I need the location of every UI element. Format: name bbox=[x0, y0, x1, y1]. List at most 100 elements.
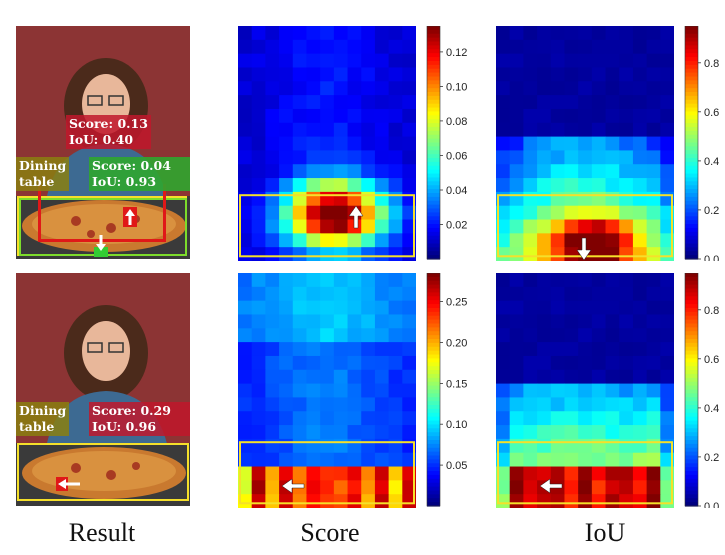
heatmap-cell bbox=[320, 26, 335, 41]
heatmap-cell bbox=[333, 205, 349, 221]
heatmap-cell bbox=[632, 355, 648, 371]
colorbar-step bbox=[685, 331, 698, 336]
table-class-tag-row2: Dining table bbox=[16, 402, 70, 436]
heatmap-cell bbox=[333, 466, 349, 481]
heatmap-cell bbox=[550, 26, 565, 41]
colorbar-step bbox=[427, 60, 440, 66]
heatmap-cell bbox=[388, 300, 403, 315]
heatmap-cell bbox=[361, 247, 376, 261]
heatmap-cell bbox=[347, 122, 362, 138]
colorbar-step bbox=[685, 154, 698, 159]
colorbar-step bbox=[427, 68, 440, 74]
colorbar-step bbox=[427, 45, 440, 50]
heatmap-cell bbox=[509, 314, 524, 329]
colorbar-step bbox=[427, 358, 440, 363]
iou-heatmap-row1 bbox=[496, 26, 674, 261]
heatmap-cell bbox=[361, 273, 376, 288]
heatmap-cell bbox=[306, 300, 321, 315]
heatmap-cell bbox=[251, 397, 266, 412]
heatmap-cell bbox=[265, 108, 280, 124]
heatmap-cell bbox=[509, 286, 524, 302]
heatmap-cell bbox=[388, 81, 403, 96]
colorbar-step bbox=[427, 463, 440, 468]
heatmap-cell bbox=[333, 67, 349, 82]
heatmap-cell bbox=[632, 314, 648, 329]
heatmap-cell bbox=[605, 95, 620, 110]
heatmap-cell bbox=[564, 480, 579, 495]
heatmap-cell bbox=[523, 300, 538, 315]
heatmap-cell bbox=[265, 383, 280, 398]
heatmap-cell bbox=[537, 122, 552, 138]
heatmap-cell bbox=[550, 369, 565, 385]
colorbar-step bbox=[685, 45, 698, 50]
heatmap-cell bbox=[523, 425, 538, 440]
heatmap-cell bbox=[550, 53, 565, 68]
heatmap-cell bbox=[251, 81, 266, 96]
heatmap-cell bbox=[361, 369, 376, 385]
heatmap-cell bbox=[361, 314, 376, 329]
colorbar-step bbox=[685, 366, 698, 371]
score-heatmap-row2 bbox=[238, 273, 416, 508]
colorbar-step bbox=[427, 231, 440, 237]
heatmap-cell bbox=[591, 164, 607, 179]
heatmap-cell bbox=[496, 355, 511, 371]
colorbar-step bbox=[427, 300, 440, 305]
colorbar-step bbox=[427, 239, 440, 245]
heatmap-cell bbox=[550, 136, 565, 151]
heatmap-cell bbox=[347, 300, 362, 315]
heatmap-cell bbox=[292, 314, 307, 329]
heatmap-cell bbox=[347, 53, 362, 68]
heatmap-cell bbox=[660, 26, 674, 41]
heatmap-cell bbox=[279, 95, 294, 110]
colorbar-step bbox=[685, 304, 698, 309]
heatmap-cell bbox=[537, 397, 552, 412]
heatmap-cell bbox=[388, 494, 403, 508]
heatmap-cell bbox=[550, 205, 565, 221]
heatmap-cell bbox=[660, 178, 674, 193]
colorbar-step bbox=[427, 373, 440, 379]
heatmap-cell bbox=[306, 273, 321, 288]
colorbar-step bbox=[427, 88, 440, 93]
colorbar-step bbox=[685, 486, 698, 492]
heatmap-cell bbox=[550, 108, 565, 124]
heatmap-cell bbox=[402, 39, 416, 55]
heatmap-cell bbox=[306, 53, 321, 68]
heatmap-cell bbox=[320, 452, 335, 468]
colorbar-step bbox=[685, 80, 698, 85]
heatmap-cell bbox=[523, 219, 538, 234]
heatmap-cell bbox=[361, 219, 376, 234]
direction-arrow-icon bbox=[576, 237, 592, 261]
heatmap-cell bbox=[292, 122, 307, 138]
heatmap-cell bbox=[292, 383, 307, 398]
heatmap-cell bbox=[509, 494, 524, 508]
heatmap-cell bbox=[564, 191, 579, 207]
heatmap-cell bbox=[320, 273, 335, 288]
heatmap-cell bbox=[320, 425, 335, 440]
colorbar-frame bbox=[426, 26, 441, 260]
heatmap-cell bbox=[402, 219, 416, 234]
heatmap-cell bbox=[320, 95, 335, 110]
heatmap-cell bbox=[660, 411, 674, 426]
colorbar-step bbox=[427, 181, 440, 186]
heatmap-cell bbox=[564, 300, 579, 315]
heatmap-cell bbox=[292, 136, 307, 151]
colorbar-step bbox=[685, 99, 698, 105]
heatmap-cell bbox=[591, 411, 607, 426]
heatmap-cell bbox=[333, 480, 349, 495]
heatmap-cell bbox=[374, 342, 390, 357]
colorbar-step bbox=[427, 362, 440, 367]
heatmap-cell bbox=[646, 122, 661, 138]
heatmap-cell bbox=[306, 26, 321, 41]
heatmap-cell bbox=[333, 53, 349, 68]
colorbar-step bbox=[685, 84, 698, 89]
heatmap-cell bbox=[537, 219, 552, 234]
heatmap-cell bbox=[632, 136, 648, 151]
colorbar-step bbox=[685, 478, 698, 484]
heatmap-cell bbox=[660, 383, 674, 398]
heatmap-cell bbox=[388, 122, 403, 138]
heatmap-cell bbox=[537, 26, 552, 41]
heatmap-cell bbox=[660, 164, 674, 179]
heatmap-cell bbox=[591, 355, 607, 371]
colorbar-step bbox=[685, 494, 698, 499]
heatmap-cell bbox=[591, 314, 607, 329]
